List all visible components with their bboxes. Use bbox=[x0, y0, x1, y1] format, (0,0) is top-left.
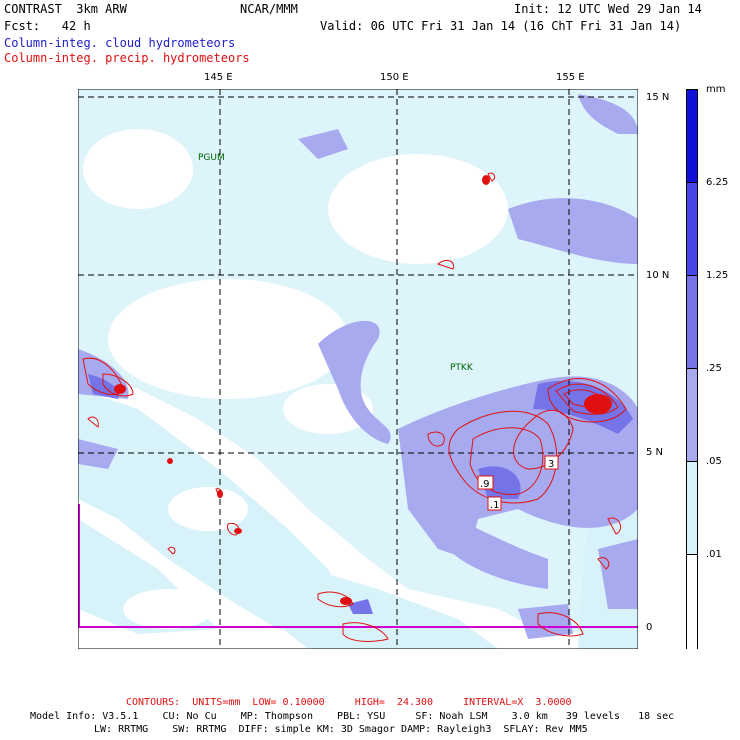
model-info-line2: LW: RRTMG SW: RRTMG DIFF: simple KM: 3D … bbox=[94, 724, 588, 735]
colorbar-seg-2 bbox=[687, 183, 697, 276]
lon-label-155: 155 E bbox=[556, 72, 585, 83]
forecast-hour: Fcst: 42 h bbox=[4, 19, 91, 33]
colorbar-seg-3 bbox=[687, 276, 697, 369]
colorbar-label-1-25: 1.25 bbox=[706, 270, 729, 281]
model-info-line1: Model Info: V3.5.1 CU: No Cu MP: Thompso… bbox=[30, 711, 675, 722]
contours-info: CONTOURS: UNITS=mm LOW= 0.10000 HIGH= 24… bbox=[126, 697, 572, 708]
forecast-map: 3 .9 .1 PGUM PTKK bbox=[78, 89, 638, 649]
map-grid bbox=[78, 89, 638, 649]
lat-label-10n: 10 N bbox=[646, 270, 670, 281]
precip-cores bbox=[114, 175, 612, 605]
lon-label-145: 145 E bbox=[204, 72, 233, 83]
contour-label: 3 bbox=[548, 459, 554, 470]
lat-label-0: 0 bbox=[646, 622, 653, 633]
model-title: CONTRAST 3km ARW bbox=[4, 2, 127, 16]
lon-label-150: 150 E bbox=[380, 72, 409, 83]
contour-label-group: 3 .9 .1 bbox=[477, 455, 559, 511]
lat-label-15n: 15 N bbox=[646, 92, 670, 103]
field-precip-title: Column-integ. precip. hydrometeors bbox=[4, 51, 250, 65]
contour-label-box bbox=[487, 496, 502, 511]
valid-time: Valid: 06 UTC Fri 31 Jan 14 (16 ChT Fri … bbox=[320, 19, 682, 33]
contour-label: .1 bbox=[490, 500, 500, 511]
station-ptkk: PTKK bbox=[450, 363, 474, 373]
colorbar-label-0-05: .05 bbox=[706, 456, 722, 467]
lat-label-5n: 5 N bbox=[646, 447, 664, 458]
colorbar-unit: mm bbox=[706, 84, 726, 95]
org-label: NCAR/MMM bbox=[240, 2, 298, 16]
station-pgum: PGUM bbox=[198, 153, 225, 163]
clear-sky-areas bbox=[83, 129, 508, 629]
init-time: Init: 12 UTC Wed 29 Jan 14 bbox=[514, 2, 702, 16]
colorbar-label-0-01: .01 bbox=[706, 549, 722, 560]
colorbar-seg-6 bbox=[687, 555, 697, 649]
contour-label-box bbox=[544, 455, 559, 470]
colorbar bbox=[686, 89, 698, 649]
colorbar-label-6-25: 6.25 bbox=[706, 177, 729, 188]
contour-label: .9 bbox=[480, 479, 490, 490]
colorbar-seg-4 bbox=[687, 369, 697, 462]
colorbar-label-0-25: .25 bbox=[706, 363, 722, 374]
contour-label-box bbox=[477, 475, 494, 490]
precip-contours bbox=[82, 172, 627, 642]
colorbar-seg-1 bbox=[687, 90, 697, 183]
colorbar-seg-5 bbox=[687, 462, 697, 555]
field-cloud-title: Column-integ. cloud hydrometeors bbox=[4, 36, 236, 50]
